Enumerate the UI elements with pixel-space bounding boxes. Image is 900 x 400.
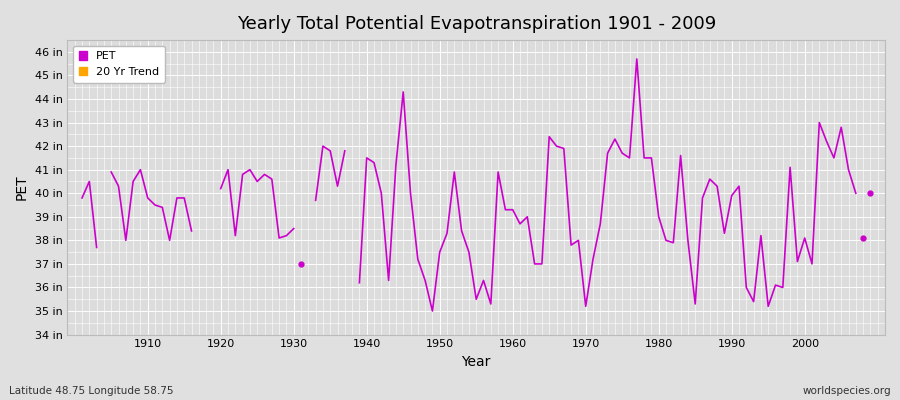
Text: Latitude 48.75 Longitude 58.75: Latitude 48.75 Longitude 58.75 — [9, 386, 174, 396]
X-axis label: Year: Year — [462, 355, 490, 369]
Title: Yearly Total Potential Evapotranspiration 1901 - 2009: Yearly Total Potential Evapotranspiratio… — [237, 15, 716, 33]
Text: worldspecies.org: worldspecies.org — [803, 386, 891, 396]
Legend: PET, 20 Yr Trend: PET, 20 Yr Trend — [73, 46, 165, 82]
Y-axis label: PET: PET — [15, 174, 29, 200]
